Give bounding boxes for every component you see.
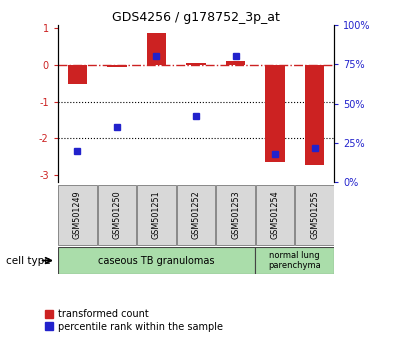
Text: GSM501252: GSM501252 bbox=[191, 191, 201, 239]
Text: cell type: cell type bbox=[6, 256, 51, 266]
FancyBboxPatch shape bbox=[58, 185, 97, 245]
Bar bbox=[68, 65, 87, 84]
Text: GSM501251: GSM501251 bbox=[152, 191, 161, 239]
Bar bbox=[107, 65, 127, 67]
Bar bbox=[146, 33, 166, 65]
Text: GSM501253: GSM501253 bbox=[231, 191, 240, 239]
Bar bbox=[186, 63, 206, 65]
Bar bbox=[265, 65, 285, 162]
Text: GSM501255: GSM501255 bbox=[310, 191, 319, 239]
Text: GSM501254: GSM501254 bbox=[271, 191, 279, 239]
Text: GSM501250: GSM501250 bbox=[113, 191, 121, 239]
FancyBboxPatch shape bbox=[255, 247, 334, 274]
Bar bbox=[305, 65, 324, 165]
Legend: transformed count, percentile rank within the sample: transformed count, percentile rank withi… bbox=[45, 309, 223, 332]
FancyBboxPatch shape bbox=[216, 185, 255, 245]
Bar bbox=[226, 61, 246, 65]
FancyBboxPatch shape bbox=[177, 185, 215, 245]
FancyBboxPatch shape bbox=[256, 185, 295, 245]
Text: caseous TB granulomas: caseous TB granulomas bbox=[98, 256, 215, 266]
FancyBboxPatch shape bbox=[137, 185, 176, 245]
Text: GSM501249: GSM501249 bbox=[73, 191, 82, 239]
FancyBboxPatch shape bbox=[58, 247, 255, 274]
Title: GDS4256 / g178752_3p_at: GDS4256 / g178752_3p_at bbox=[112, 11, 280, 24]
FancyBboxPatch shape bbox=[295, 185, 334, 245]
FancyBboxPatch shape bbox=[98, 185, 137, 245]
Text: normal lung
parenchyma: normal lung parenchyma bbox=[268, 251, 321, 270]
